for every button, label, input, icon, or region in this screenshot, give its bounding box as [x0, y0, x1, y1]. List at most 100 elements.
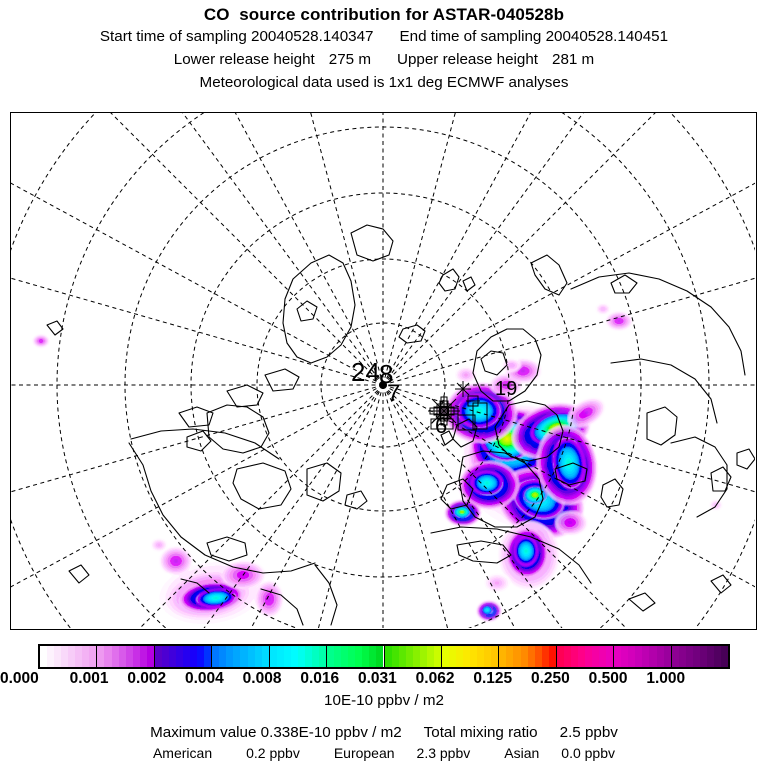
colorbar-swatch [204, 646, 212, 667]
colorbar-swatch [233, 646, 241, 667]
colorbar-swatch [463, 646, 471, 667]
colorbar-swatch [713, 646, 721, 667]
colorbar-swatch [484, 646, 492, 667]
colorbar-swatch [240, 646, 248, 667]
colorbar-swatch [720, 646, 729, 667]
colorbar-swatch [548, 646, 556, 667]
plume-european [445, 366, 605, 593]
colorbar-swatch [132, 646, 140, 667]
colorbar-segment-9 [556, 646, 615, 667]
colorbar-swatch [584, 646, 593, 667]
colorbar-swatch [599, 646, 607, 667]
colorbar-tick-labels: 0.000 0.001 0.002 0.004 0.008 0.016 0.031 0.062… [0, 670, 768, 692]
colorbar-swatch [82, 646, 90, 667]
colorbar-tick-0: 0.000 [0, 670, 39, 687]
colorbar-segment-6 [384, 646, 442, 667]
colorbar-swatch [570, 646, 578, 667]
colorbar-segment-3 [212, 646, 270, 667]
colorbar-swatch [311, 646, 320, 667]
colorbar-swatch [656, 646, 664, 667]
colorbar-swatch [433, 646, 441, 667]
colorbar-swatch [362, 646, 370, 667]
colorbar-swatch [376, 646, 384, 667]
colorbar-swatch [226, 646, 234, 667]
colorbar-swatch [499, 646, 507, 667]
upper-release-value: 281 m [552, 51, 595, 68]
colorbar-swatch [334, 646, 342, 667]
colorbar-tick-7: 0.062 [415, 670, 455, 687]
colorbar-swatch [606, 646, 614, 667]
colorbar-swatch [405, 646, 413, 667]
colorbar-swatch [419, 646, 427, 667]
colorbar-segment-10 [614, 646, 672, 667]
colorbar-swatch [635, 646, 643, 667]
colorbar-swatch [304, 646, 312, 667]
asian-label: Asian [504, 745, 540, 761]
lower-release-value: 275 m [328, 51, 371, 68]
colorbar-swatch [190, 646, 198, 667]
colorbar-swatch [97, 646, 105, 667]
colorbar-swatch [247, 646, 255, 667]
colorbar-swatch [699, 646, 707, 667]
colorbar-swatch [68, 646, 76, 667]
colorbar-swatch [104, 646, 112, 667]
colorbar [38, 644, 730, 669]
max-value: 0.338E-10 ppbv / m2 [260, 724, 402, 741]
colorbar-segment-2 [154, 646, 213, 667]
colorbar-swatch [513, 646, 521, 667]
plume-north-american [150, 538, 283, 628]
colorbar-swatch [441, 646, 449, 667]
asian-value: 0.0 ppbv [561, 745, 616, 761]
colorbar-swatch [61, 646, 69, 667]
colorbar-swatch [477, 646, 485, 667]
colorbar-swatch [491, 646, 499, 667]
colorbar-swatch [470, 646, 478, 667]
colorbar-segment-0 [40, 646, 98, 667]
colorbar-swatch [139, 646, 147, 667]
start-time-value: 20040528.140347 [251, 28, 374, 45]
colorbar-swatch [384, 646, 392, 667]
colorbar-swatch [506, 646, 514, 667]
colorbar-swatch [47, 646, 55, 667]
colorbar-segment-11 [671, 646, 729, 667]
colorbar-swatch [692, 646, 700, 667]
max-value-label: Maximum value [150, 724, 257, 741]
colorbar-swatch [671, 646, 679, 667]
colorbar-tick-8: 0.125 [473, 670, 513, 687]
center-label-7: 7 [387, 380, 400, 407]
colorbar-swatch [283, 646, 291, 667]
colorbar-tick-4: 0.008 [242, 670, 282, 687]
colorbar-swatch [614, 646, 622, 667]
colorbar-swatch [154, 646, 162, 667]
colorbar-swatch [563, 646, 571, 667]
colorbar-swatch [197, 646, 205, 667]
end-time-value: 20040528.140451 [545, 28, 669, 45]
colorbar-swatch [290, 646, 298, 667]
colorbar-segment-7 [441, 646, 500, 667]
colorbar-swatch [319, 646, 327, 667]
colorbar-swatch [341, 646, 349, 667]
colorbar-swatch [592, 646, 600, 667]
colorbar-swatch [183, 646, 191, 667]
colorbar-swatch [456, 646, 464, 667]
colorbar-swatch [125, 646, 133, 667]
colorbar-tick-6: 0.031 [358, 670, 397, 687]
release-height-line: Lower release height 275 m Upper release h… [0, 48, 768, 71]
colorbar-swatch [161, 646, 169, 667]
colorbar-swatch [75, 646, 83, 667]
colorbar-swatch [327, 646, 335, 667]
colorbar-swatch [269, 646, 277, 667]
colorbar-swatch [118, 646, 126, 667]
colorbar-tick-5: 0.016 [300, 670, 340, 687]
plume-scattered-cells [33, 303, 723, 621]
summary-line: Maximum value 0.338E-10 ppbv / m2 Total m… [0, 722, 768, 743]
colorbar-swatch [297, 646, 305, 667]
colorbar-swatch [628, 646, 636, 667]
colorbar-swatch [412, 646, 420, 667]
colorbar-swatch [534, 646, 542, 667]
colorbar-segment-1 [97, 646, 155, 667]
meteorology-line: Meteorological data used is 1x1 deg ECMW… [199, 74, 569, 91]
center-day-labels: 24 8 7 6 19 [351, 357, 517, 438]
colorbar-swatch [168, 646, 176, 667]
